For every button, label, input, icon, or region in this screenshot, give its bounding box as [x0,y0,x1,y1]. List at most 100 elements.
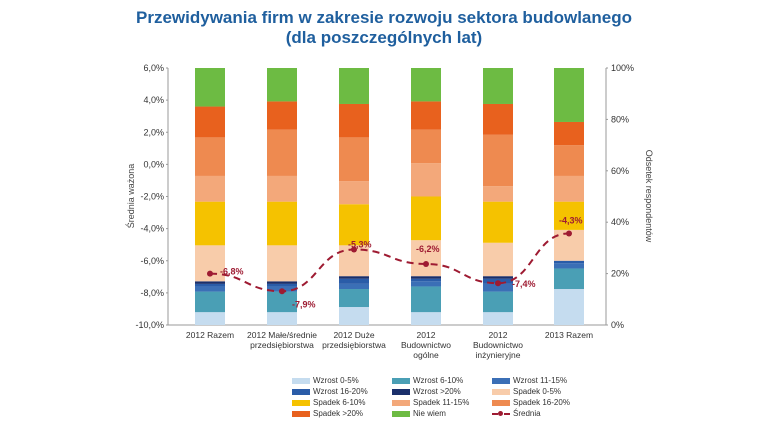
bar-segment [267,175,297,202]
legend-item: Spadek 11-15% [392,398,469,408]
bar-segment [195,286,225,292]
bar-segment [267,129,297,176]
y-left-tick-label: -8,0% [140,288,164,298]
y-axis-right-label: Odsetek respondentów [644,150,654,243]
bar-segment [483,201,513,243]
legend-label: Wzrost 16-20% [313,387,368,396]
legend-swatch [292,388,310,395]
bar-segment [483,134,513,187]
bar-segment [411,312,441,325]
bar-segment [554,201,584,230]
legend-swatch [292,399,310,406]
bar-segment [195,106,225,138]
y-right-tick-label: 20% [611,269,629,279]
x-category-label: 2012 [417,330,436,340]
legend-label: Wzrost 11-15% [513,376,568,385]
x-category-label: 2012 Duże [333,330,374,340]
average-point [207,270,213,277]
y-right-tick-label: 80% [611,114,629,124]
y-left-tick-label: -4,0% [140,224,164,234]
legend-label: Nie wiem [413,409,446,418]
bar-segment [195,137,225,176]
legend-item: Wzrost 11-15% [492,376,567,386]
bar-segment [339,68,369,104]
bar-segment [339,276,369,279]
bar-segment [411,129,441,164]
y-left-tick-label: -2,0% [140,192,164,202]
legend-item: Wzrost 6-10% [392,376,463,386]
y-left-tick-label: 2,0% [143,127,164,137]
legend-label: Spadek 16-20% [513,398,570,407]
legend-swatch [292,410,310,417]
x-category-label: 2012 [489,330,508,340]
bar-segment [483,186,513,202]
chart-title-line2: (dla poszczególnych lat) [285,28,483,47]
bar-segment [339,307,369,325]
bar-segment [339,181,369,205]
bar-segment [554,260,584,264]
bar-segment [554,175,584,202]
x-category-label: ogólne [413,350,439,360]
bar-segment [267,312,297,325]
bar-segment [554,145,584,176]
average-point [279,288,285,295]
bar-segment [195,68,225,107]
legend-item: Spadek 16-20% [492,398,570,408]
legend-swatch [492,399,510,406]
bar-segment [483,312,513,325]
legend-label: Wzrost 6-10% [413,376,464,385]
legend-label: Wzrost >20% [413,387,461,396]
legend-item: Spadek 0-5% [492,387,561,397]
average-data-label: -4,3% [559,215,583,225]
legend-item: Nie wiem [392,409,446,419]
bar-segment [411,286,441,313]
x-category-label: Budownictwo [401,340,451,350]
bar-segment [339,204,369,246]
x-category-label: 2013 Razem [545,330,593,340]
legend-swatch [492,377,510,384]
bar-segment [411,281,441,287]
legend-item: Wzrost >20% [392,387,461,397]
x-category-label: inżynieryjne [476,350,521,360]
legend-item: Wzrost 16-20% [292,387,368,397]
average-data-label: -5,3% [348,240,372,250]
y-left-tick-label: 0,0% [143,159,164,169]
chart-title-line1: Przewidywania firm w zakresie rozwoju se… [136,8,632,27]
legend-label: Spadek 0-5% [513,387,562,396]
legend-swatch [392,377,410,384]
legend-line-swatch [492,410,510,416]
average-point [351,246,357,253]
bar-segment [411,240,441,277]
chart-plot: 6,0% 4,0% 2,0% 0,0% -2,0% -4,0% -6,0% -8,0% -10,… [125,63,654,360]
legend-label: Średnia [513,409,541,418]
bar-segment [483,242,513,277]
legend-item: Spadek 6-10% [292,398,365,408]
average-data-label: -7,4% [512,279,536,289]
legend-swatch [392,399,410,406]
bar-segment [411,163,441,197]
bar-segment [195,283,225,287]
bar-segment [195,281,225,284]
legend-item: Średnia [492,409,541,419]
bar-segment [339,278,369,284]
legend-swatch [292,377,310,384]
y-axis-left-label: Średnia ważona [125,164,136,229]
bar-segment [483,68,513,104]
bar-segment [339,283,369,290]
average-data-label: -7,9% [292,299,316,309]
bar-segment [195,175,225,202]
bar-segment [267,101,297,130]
legend-swatch [492,388,510,395]
y-right-tick-label: 60% [611,166,629,176]
legend-label: Spadek >20% [313,409,364,418]
bar-segment [554,263,584,269]
legend-swatch [392,388,410,395]
bar-segment [339,289,369,308]
bar-segment [267,68,297,102]
bar-segment [195,201,225,246]
bar-segment [195,312,225,325]
average-data-label: -6,2% [416,244,440,254]
legend-label: Wzrost 0-5% [313,376,359,385]
x-category-label: 2012 Małe/średnie [247,330,317,340]
bar-segment [483,103,513,135]
